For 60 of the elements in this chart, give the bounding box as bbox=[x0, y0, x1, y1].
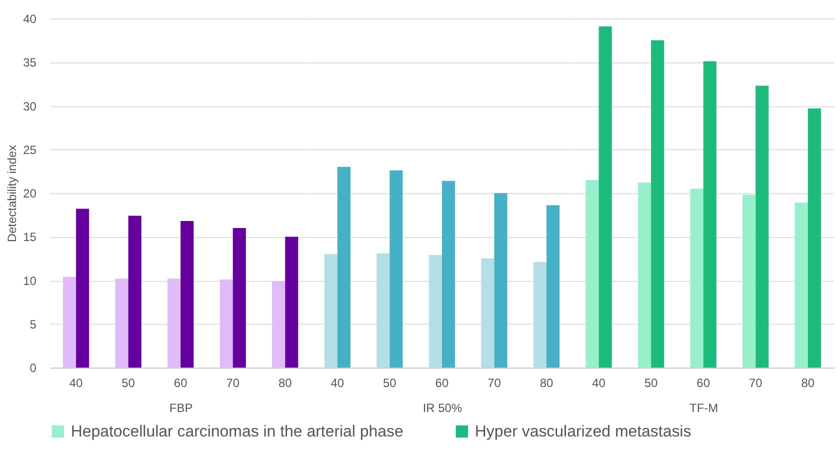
bar bbox=[598, 26, 612, 368]
bar bbox=[232, 228, 246, 368]
y-tick-label: 5 bbox=[30, 317, 37, 332]
x-axis-title: FBP bbox=[169, 401, 193, 416]
bar bbox=[272, 281, 286, 368]
x-tick-label: 80 bbox=[540, 376, 554, 390]
bar bbox=[337, 166, 350, 368]
bar bbox=[285, 236, 298, 368]
bar bbox=[690, 188, 704, 368]
y-tick-label: 35 bbox=[23, 56, 37, 70]
y-tick-label: 25 bbox=[23, 142, 37, 157]
bar bbox=[742, 194, 756, 368]
y-tick-label: 30 bbox=[23, 99, 37, 114]
bar bbox=[481, 258, 494, 368]
x-tick-label: 70 bbox=[748, 376, 763, 390]
bar bbox=[533, 262, 546, 368]
x-tick-label: 60 bbox=[696, 376, 710, 390]
x-tick-label: 40 bbox=[330, 376, 344, 390]
bar bbox=[586, 180, 599, 368]
bar bbox=[756, 86, 769, 368]
y-tick-label: 20 bbox=[23, 186, 37, 201]
bar bbox=[62, 276, 76, 368]
bar bbox=[168, 278, 181, 368]
bar bbox=[546, 205, 560, 368]
x-tick-label: 50 bbox=[122, 376, 136, 390]
bar bbox=[390, 170, 403, 368]
bar bbox=[180, 221, 194, 368]
x-tick-label: 60 bbox=[435, 376, 449, 390]
x-axis-title: TF-M bbox=[690, 401, 718, 416]
bar bbox=[76, 208, 90, 368]
bar bbox=[128, 216, 142, 368]
x-tick-label: 50 bbox=[383, 376, 397, 390]
x-tick-label: 60 bbox=[174, 376, 188, 390]
bar bbox=[115, 278, 128, 368]
x-tick-label: 40 bbox=[69, 376, 84, 390]
bar bbox=[808, 108, 821, 368]
bar bbox=[442, 180, 456, 368]
bar bbox=[220, 279, 233, 368]
x-tick-label: 80 bbox=[278, 376, 292, 390]
bar bbox=[638, 182, 652, 368]
bar bbox=[794, 202, 808, 368]
bar bbox=[651, 40, 664, 368]
y-tick-label: 10 bbox=[23, 274, 37, 288]
bar bbox=[324, 254, 338, 368]
x-tick-label: 50 bbox=[644, 376, 658, 390]
y-tick-label: 15 bbox=[23, 230, 37, 244]
bar bbox=[703, 61, 716, 368]
x-axis-title: IR 50% bbox=[422, 401, 462, 416]
x-tick-label: 80 bbox=[801, 376, 815, 390]
x-tick-label: 70 bbox=[488, 376, 502, 390]
bar bbox=[428, 255, 442, 368]
legend-label: Hepatocellular carcinomas in the arterial phase bbox=[70, 423, 404, 440]
bar bbox=[376, 253, 390, 368]
y-axis-title: Detectability index bbox=[5, 144, 20, 242]
legend-label: Hyper vascularized metastasis bbox=[474, 423, 692, 440]
y-tick-label: 40 bbox=[23, 12, 37, 26]
x-tick-label: 70 bbox=[226, 376, 240, 390]
y-tick-label: 0 bbox=[30, 361, 37, 376]
x-tick-label: 40 bbox=[592, 376, 606, 390]
bar bbox=[494, 193, 508, 368]
